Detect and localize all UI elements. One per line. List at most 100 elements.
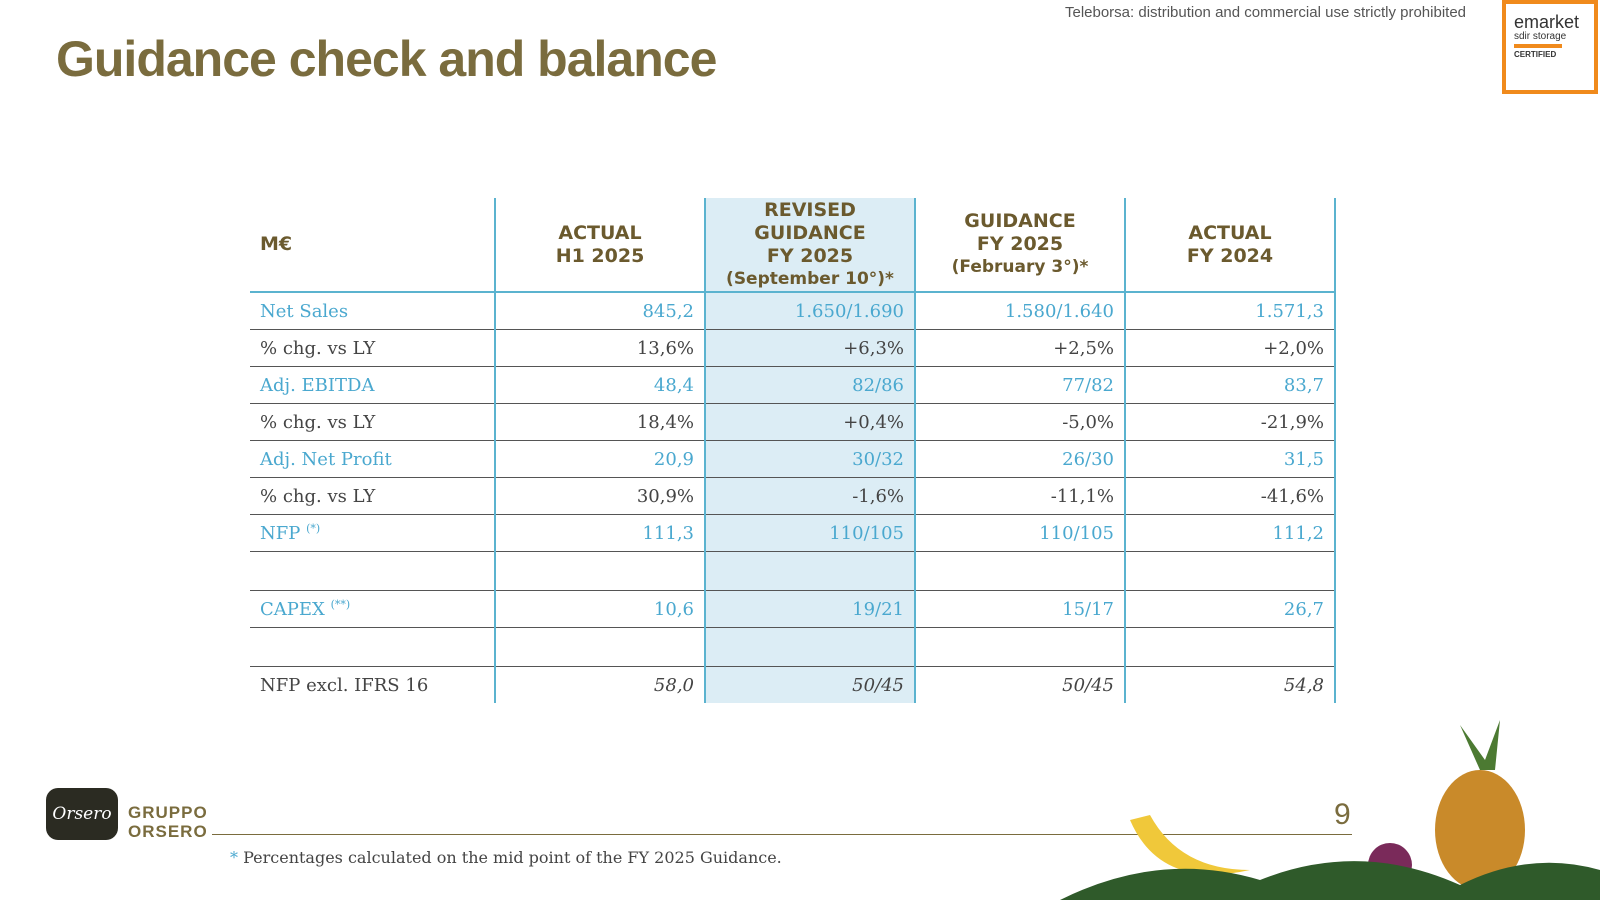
spacer-cell [1124,551,1336,591]
row-label: % chg. vs LY [260,485,376,507]
row-label-cell: CAPEX (**) [250,590,495,628]
page-number: 9 [1334,798,1351,831]
row-label: Adj. EBITDA [260,374,375,396]
row-label: Adj. Net Profit [260,448,392,470]
leaves [1060,861,1600,900]
header-line: REVISED [764,198,856,221]
value-cell: 845,2 [494,292,705,330]
header-line: (February 3°)* [951,257,1089,277]
value-cell: 1.571,3 [1124,292,1336,330]
row-label: Net Sales [260,300,349,322]
spacer-cell [1124,627,1336,667]
footnote: * Percentages calculated on the mid poin… [230,848,782,867]
watermark: Teleborsa: distribution and commercial u… [1064,4,1466,21]
table-body: Net Sales 845,2 1.650/1.690 1.580/1.640 1.57… [250,292,1336,703]
value-cell: 58,0 [494,666,705,703]
badge-status: CERTIFIED [1514,50,1557,59]
value-cell: 83,7 [1124,366,1336,404]
header-line: ACTUAL [1188,221,1272,244]
value-cell: -11,1% [914,477,1125,515]
logo-line: GRUPPO [128,803,208,822]
value-cell: 50/45 [914,666,1125,703]
header-line: H1 2025 [555,244,645,267]
row-label: NFP [260,523,301,544]
header-line: FY 2025 [766,244,854,267]
spacer-row [250,551,1336,591]
value-cell: 19/21 [704,590,915,628]
value-cell: 111,3 [494,514,705,552]
spacer-cell [914,627,1125,667]
table-row: % chg. vs LY 18,4% +0,4% -5,0% -21,9% [250,403,1336,441]
header-line: FY 2024 [1186,244,1274,267]
column-header: M€ [250,198,495,293]
badge-bar [1514,44,1562,48]
pineapple-leaves [1460,720,1500,770]
value-cell: 48,4 [494,366,705,404]
value-cell: +2,5% [914,329,1125,367]
table-row: NFP (*) 111,3 110/105 110/105 111,2 [250,514,1336,552]
footnote-text: Percentages calculated on the mid point … [243,848,782,867]
value-cell: 110/105 [704,514,915,552]
row-label: NFP excl. IFRS 16 [260,674,429,696]
certified-badge: emarket sdir storage CERTIFIED [1502,0,1598,94]
spacer-cell [494,627,705,667]
value-cell: 110/105 [914,514,1125,552]
value-cell: 1.650/1.690 [704,292,915,330]
value-cell: 10,6 [494,590,705,628]
value-cell: 50/45 [704,666,915,703]
value-cell: 13,6% [494,329,705,367]
row-label-cell: Net Sales [250,292,495,330]
column-header: GUIDANCE FY 2025 (February 3°)* [914,198,1125,293]
value-cell: 30,9% [494,477,705,515]
value-cell: 54,8 [1124,666,1336,703]
table-row: Net Sales 845,2 1.650/1.690 1.580/1.640 1.57… [250,292,1336,330]
spacer-cell [250,551,495,591]
spacer-cell [704,627,915,667]
logo-line: ORSERO [128,822,208,841]
row-note: (*) [306,522,321,535]
table-row: CAPEX (**) 10,6 19/21 15/17 26,7 [250,590,1336,628]
table-row: % chg. vs LY 13,6% +6,3% +2,5% +2,0% [250,329,1336,367]
value-cell: 26,7 [1124,590,1336,628]
value-cell: 18,4% [494,403,705,441]
guidance-table: M€ ACTUAL H1 2025 REVISED GUIDANCE FY 2025 (Se… [250,198,1336,703]
footnote-mark: * [230,848,238,867]
value-cell: -41,6% [1124,477,1336,515]
value-cell: -21,9% [1124,403,1336,441]
value-cell: 20,9 [494,440,705,478]
column-header: ACTUAL FY 2024 [1124,198,1336,293]
spacer-cell [250,627,495,667]
row-label-cell: Adj. EBITDA [250,366,495,404]
spacer-row [250,627,1336,667]
spacer-cell [914,551,1125,591]
value-cell: -1,6% [704,477,915,515]
spacer-cell [704,551,915,591]
value-cell: 77/82 [914,366,1125,404]
row-label-cell: % chg. vs LY [250,403,495,441]
value-cell: +6,3% [704,329,915,367]
value-cell: +0,4% [704,403,915,441]
table-row: Adj. Net Profit 20,9 30/32 26/30 31,5 [250,440,1336,478]
row-label-cell: % chg. vs LY [250,329,495,367]
header-line: (September 10°)* [726,268,894,289]
header-line: GUIDANCE [754,221,866,244]
value-cell: 1.580/1.640 [914,292,1125,330]
value-cell: 30/32 [704,440,915,478]
value-cell: 31,5 [1124,440,1336,478]
header-line: ACTUAL [558,221,642,244]
row-label-cell: Adj. Net Profit [250,440,495,478]
row-label: CAPEX [260,599,325,620]
row-label: % chg. vs LY [260,337,376,359]
table-row: % chg. vs LY 30,9% -1,6% -11,1% -41,6% [250,477,1336,515]
row-note: (**) [330,598,351,611]
slide-title: Guidance check and balance [56,31,717,87]
banana [1130,815,1250,875]
header-line: GUIDANCE [964,210,1076,232]
value-cell: 26/30 [914,440,1125,478]
value-cell: 82/86 [704,366,915,404]
pineapple [1435,770,1525,890]
row-label-cell: NFP (*) [250,514,495,552]
spacer-cell [494,551,705,591]
badge-sub: sdir storage [1514,31,1567,42]
